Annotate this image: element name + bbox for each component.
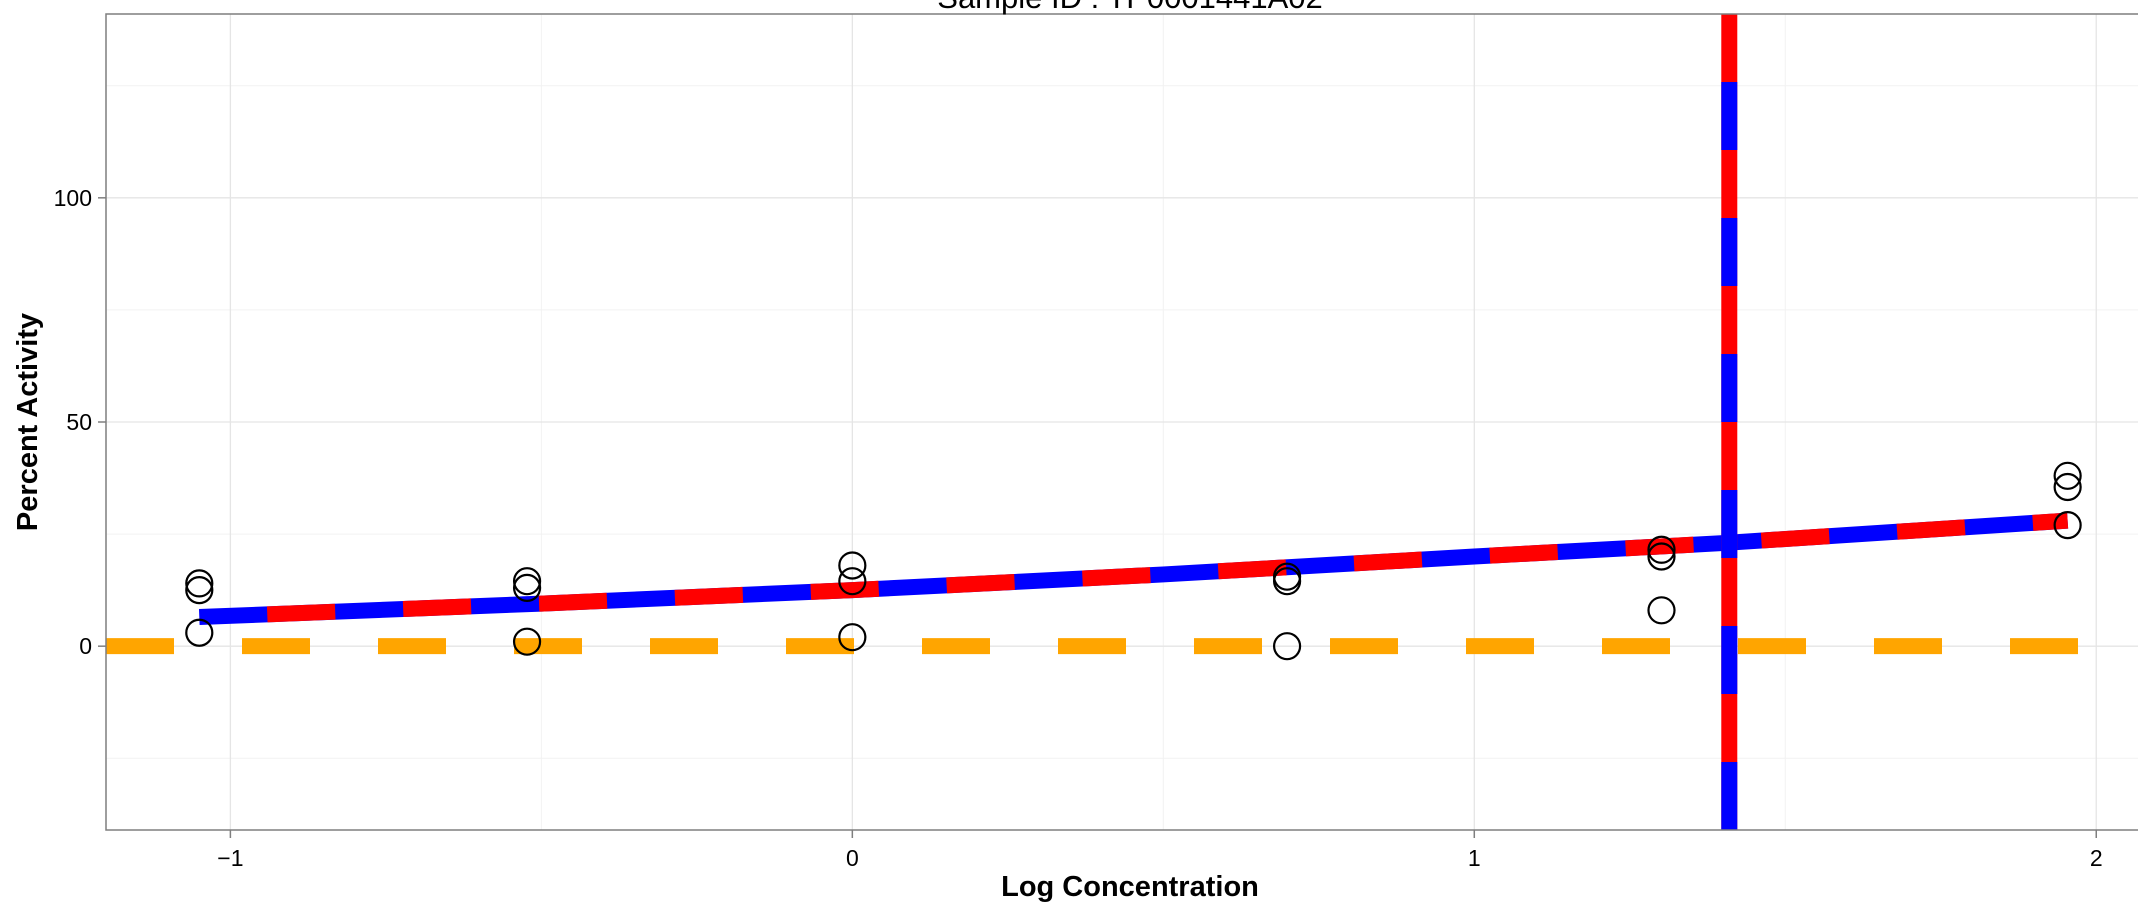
- chart-title: Sample ID : TP0001441A02: [937, 0, 1322, 15]
- data-point: [1272, 632, 1302, 661]
- data-point: [1647, 535, 1676, 564]
- data-point: [2053, 461, 2082, 490]
- data-point: [838, 623, 867, 652]
- data-point: [185, 576, 214, 605]
- data-point: [1647, 542, 1676, 571]
- x-tick-label: 1: [1468, 845, 1481, 871]
- data-point: [838, 551, 867, 580]
- data-point: [2053, 472, 2082, 502]
- x-axis-title: Log Concentration: [1001, 871, 1259, 903]
- y-tick-label: 0: [79, 633, 92, 659]
- y-tick-label: 50: [66, 409, 92, 435]
- y-axis-title: Percent Activity: [12, 313, 44, 531]
- data-point: [185, 569, 214, 598]
- data-point: [1647, 596, 1676, 625]
- axes: −1 0 1 2 0 50 100: [54, 185, 2103, 871]
- x-tick-label: 0: [846, 845, 859, 871]
- plot-area: [106, 14, 2138, 830]
- data-point: [2053, 511, 2082, 540]
- data-point: [185, 618, 214, 647]
- data-point: [1272, 567, 1302, 596]
- grid-lines: [106, 14, 2138, 830]
- data-point: [512, 627, 542, 656]
- data-point: [838, 567, 867, 596]
- fit-curve-dash: [198, 512, 2069, 626]
- x-tick-label: −1: [217, 845, 243, 871]
- y-tick-label: 100: [54, 185, 92, 211]
- data-point: [512, 567, 542, 596]
- data-point: [512, 573, 542, 602]
- x-tick-label: 2: [2090, 845, 2103, 871]
